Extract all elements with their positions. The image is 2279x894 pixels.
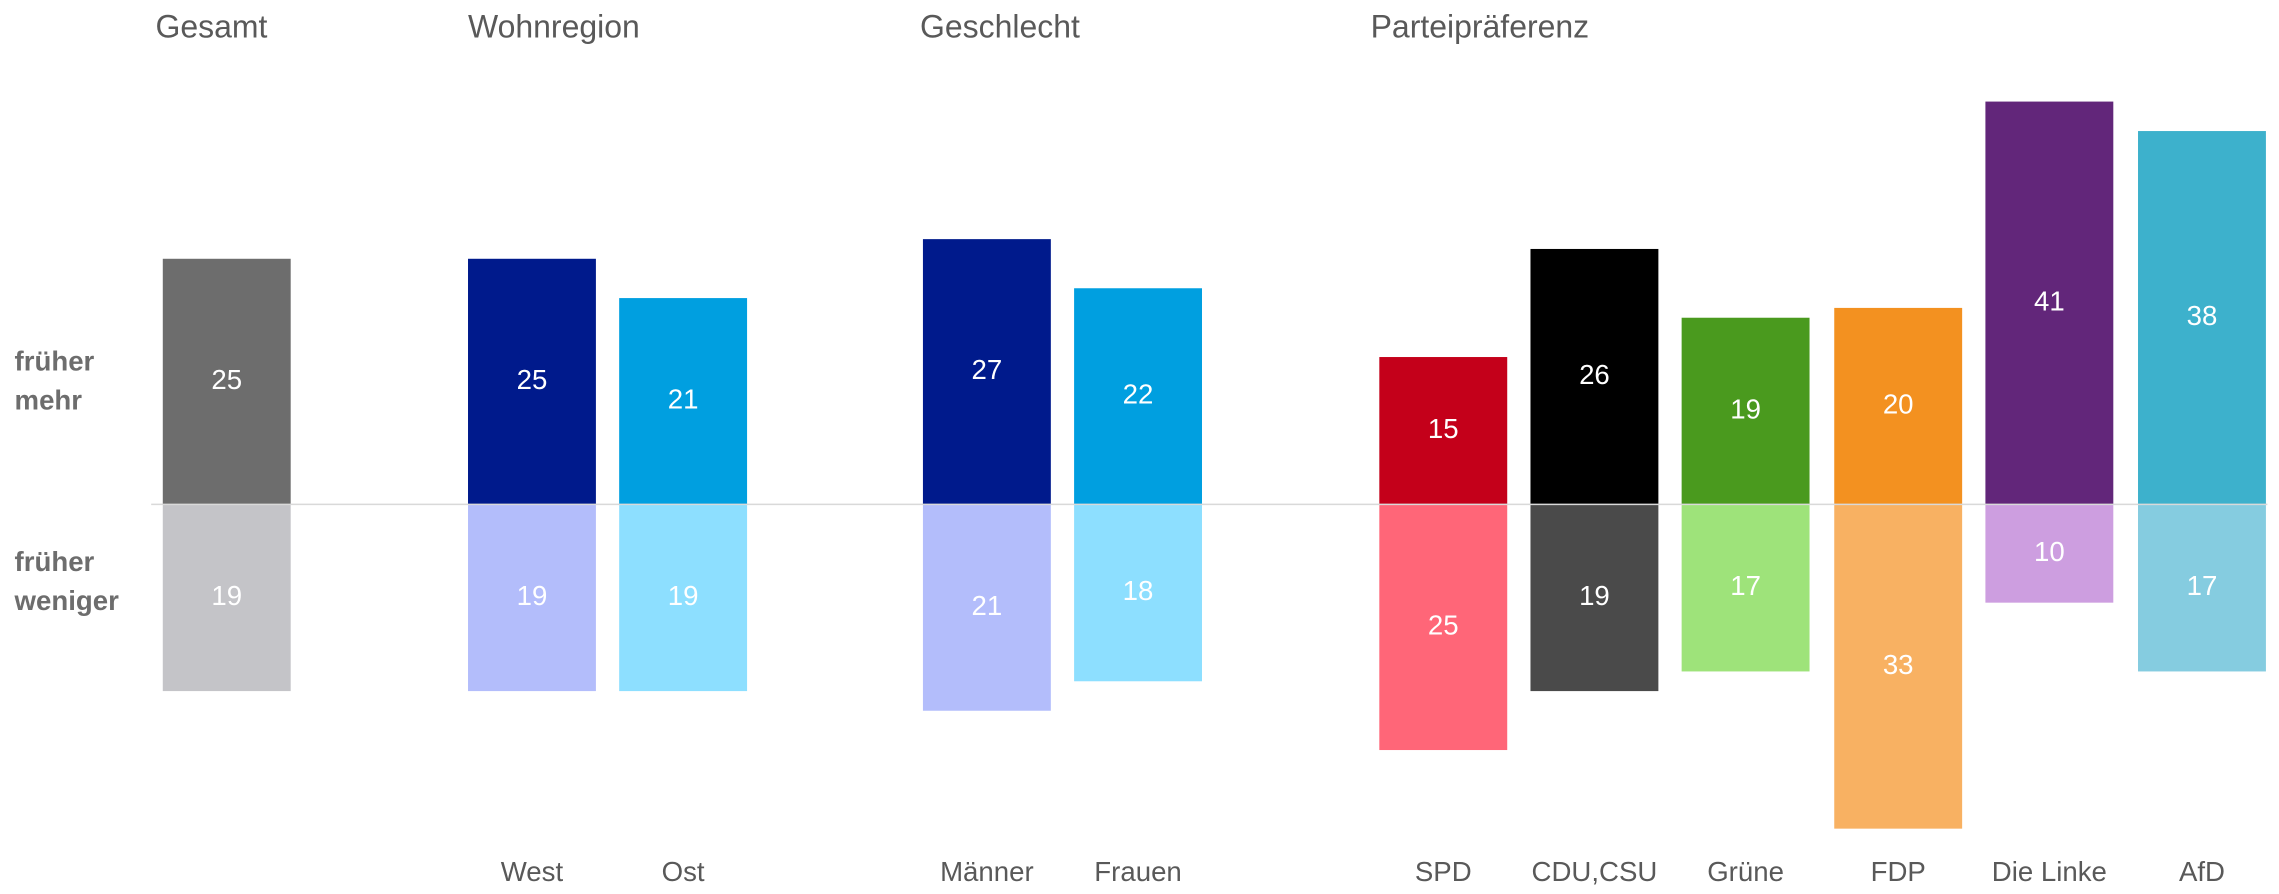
value-label: 26 xyxy=(1579,359,1610,390)
category-label: Frauen xyxy=(1094,856,1181,887)
value-label: 19 xyxy=(1730,393,1761,424)
value-label: 10 xyxy=(2034,536,2065,567)
value-label: 20 xyxy=(1883,388,1914,419)
value-label: 38 xyxy=(2187,300,2218,331)
bar xyxy=(162,258,291,505)
value-label: 21 xyxy=(972,590,1003,621)
series-label: früher mehr xyxy=(15,346,95,416)
category-label: Ost xyxy=(662,856,705,887)
bar xyxy=(1681,317,1810,505)
bar xyxy=(922,239,1051,505)
bar xyxy=(1379,357,1508,505)
category-label: Grüne xyxy=(1707,856,1784,887)
category-label: FDP xyxy=(1871,856,1926,887)
group-title: Gesamt xyxy=(156,9,268,45)
group-title: Geschlecht xyxy=(920,9,1080,45)
value-label: 19 xyxy=(211,580,242,611)
bar xyxy=(1985,101,2114,505)
bar xyxy=(619,298,748,505)
value-label: 25 xyxy=(1428,610,1459,641)
series-label: früher weniger xyxy=(14,546,120,616)
bar xyxy=(922,504,1051,711)
category-label: AfD xyxy=(2179,856,2225,887)
value-label: 19 xyxy=(1579,580,1610,611)
bar xyxy=(162,504,291,692)
value-label: 22 xyxy=(1123,379,1154,410)
bar xyxy=(1074,504,1202,682)
bar xyxy=(1985,504,2114,603)
bar xyxy=(1530,504,1659,692)
category-label: West xyxy=(501,856,564,887)
bar xyxy=(2138,131,2266,505)
bar xyxy=(1834,307,1963,505)
bar xyxy=(1379,504,1508,751)
bar xyxy=(468,258,596,505)
bar xyxy=(2138,504,2266,672)
value-label: 27 xyxy=(972,354,1003,385)
category-label: Männer xyxy=(940,856,1034,887)
category-label: SPD xyxy=(1415,856,1472,887)
value-label: 17 xyxy=(1730,570,1761,601)
category-label: Die Linke xyxy=(1992,856,2107,887)
value-label: 25 xyxy=(517,364,548,395)
bar xyxy=(1530,248,1659,505)
value-label: 41 xyxy=(2034,285,2065,316)
group-title: Parteipräferenz xyxy=(1371,9,1590,45)
value-label: 25 xyxy=(211,364,242,395)
value-label: 19 xyxy=(668,580,699,611)
value-label: 17 xyxy=(2187,570,2218,601)
bar xyxy=(1681,504,1810,672)
bar xyxy=(1074,288,1202,505)
bar xyxy=(1834,504,1963,829)
value-label: 15 xyxy=(1428,413,1459,444)
group-title: Wohnregion xyxy=(468,9,640,45)
category-label: CDU,CSU xyxy=(1532,856,1658,887)
value-label: 33 xyxy=(1883,649,1914,680)
bar xyxy=(468,504,596,692)
value-label: 18 xyxy=(1123,575,1154,606)
value-label: 19 xyxy=(517,580,548,611)
value-label: 21 xyxy=(668,384,699,415)
bar xyxy=(619,504,748,692)
